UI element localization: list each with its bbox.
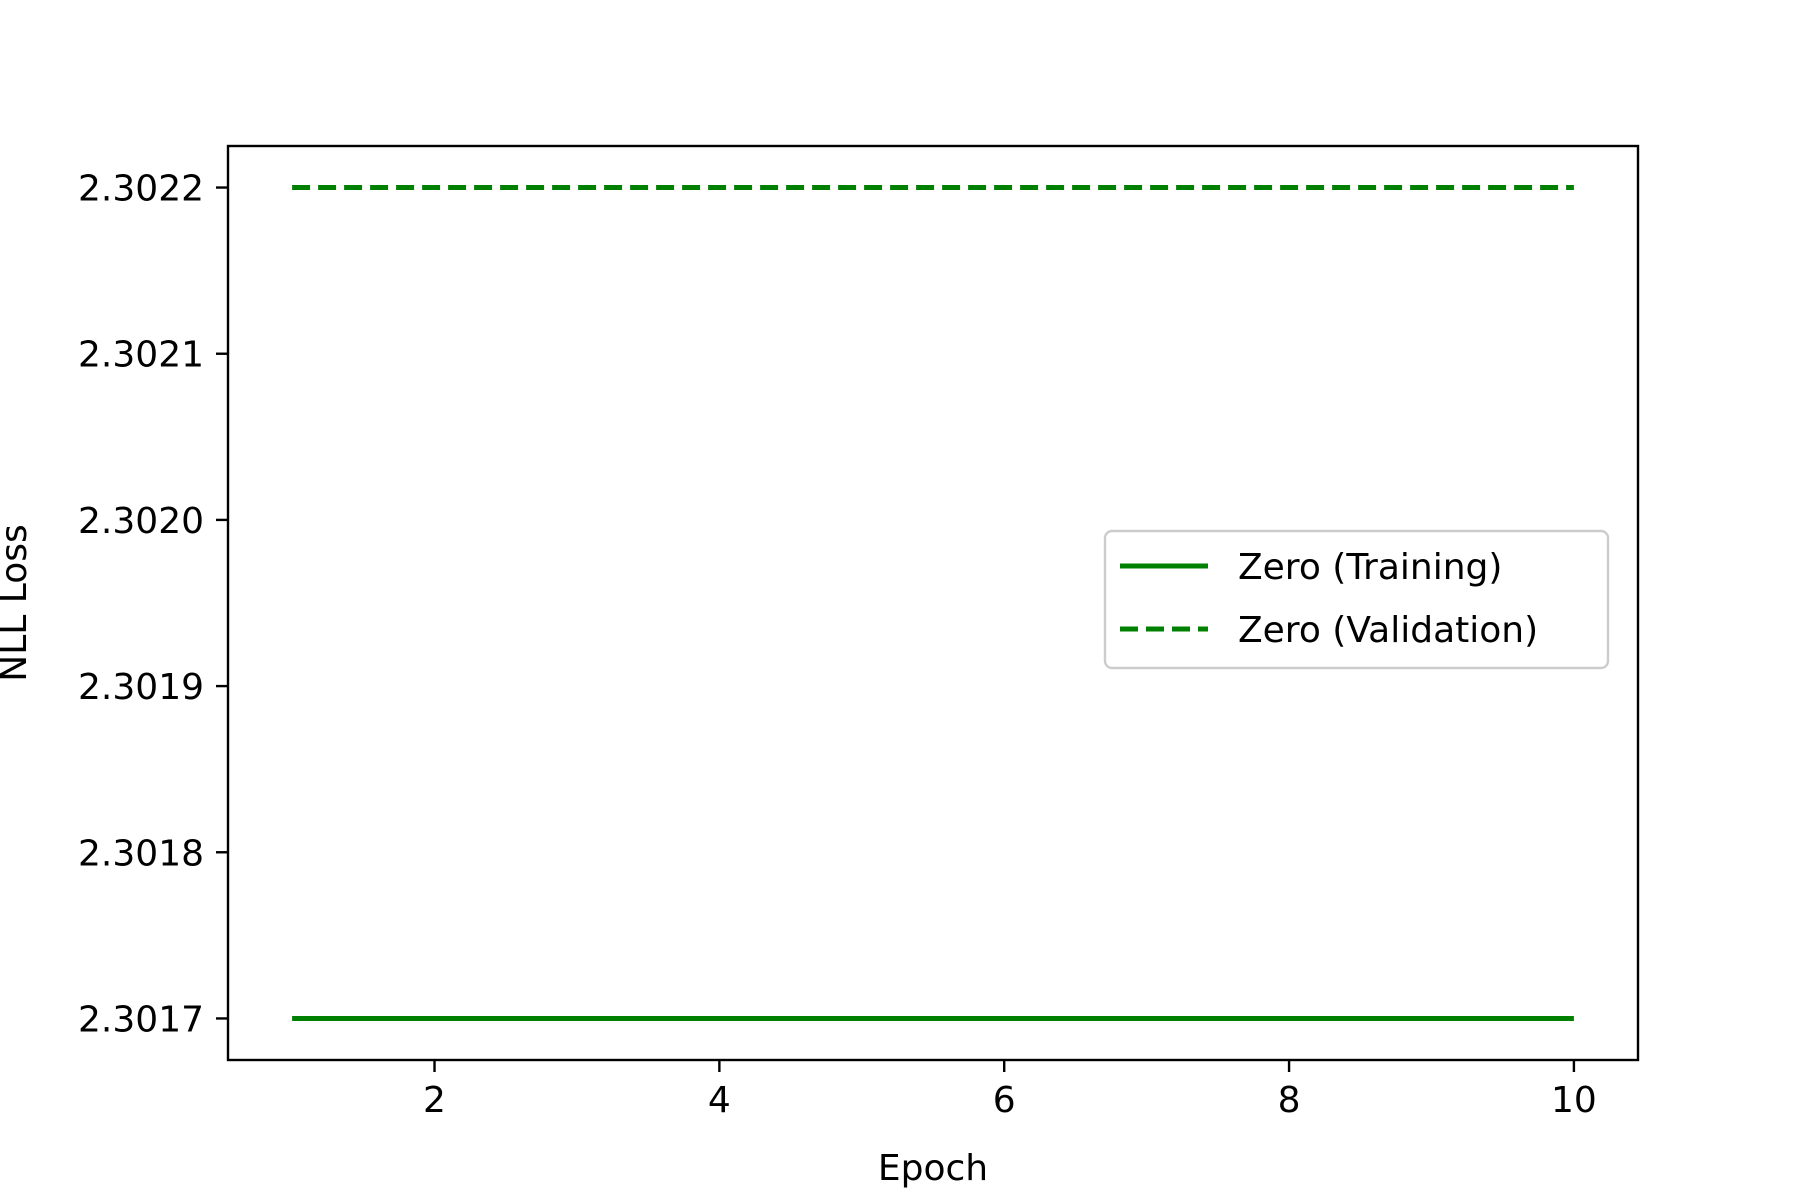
legend: Zero (Training) Zero (Validation) <box>1103 529 1610 670</box>
legend-box <box>1103 529 1610 670</box>
legend-label-validation: Zero (Validation) <box>1238 610 1538 651</box>
y-tick-label: 2.3018 <box>78 833 204 874</box>
x-axis: 2 4 6 8 10 <box>423 1060 1597 1121</box>
x-tick-label: 6 <box>993 1080 1016 1121</box>
x-tick-label: 8 <box>1278 1080 1301 1121</box>
y-tick-label: 2.3020 <box>78 501 204 542</box>
x-axis-label: Epoch <box>878 1148 988 1189</box>
legend-label-training: Zero (Training) <box>1238 547 1502 588</box>
series-layer <box>292 185 1574 1021</box>
y-tick-label: 2.3017 <box>78 999 204 1040</box>
y-tick-label: 2.3021 <box>78 335 204 376</box>
plot-frame <box>226 144 1640 1062</box>
y-axis: 2.3017 2.3018 2.3019 2.3020 2.3021 2.3022 <box>78 169 228 1040</box>
x-tick-label: 2 <box>423 1080 446 1121</box>
y-tick-label: 2.3019 <box>78 667 204 708</box>
x-tick-label: 4 <box>708 1080 731 1121</box>
y-tick-label: 2.3022 <box>78 169 204 210</box>
y-axis-label: NLL Loss <box>0 524 35 681</box>
x-tick-label: 10 <box>1551 1080 1597 1121</box>
